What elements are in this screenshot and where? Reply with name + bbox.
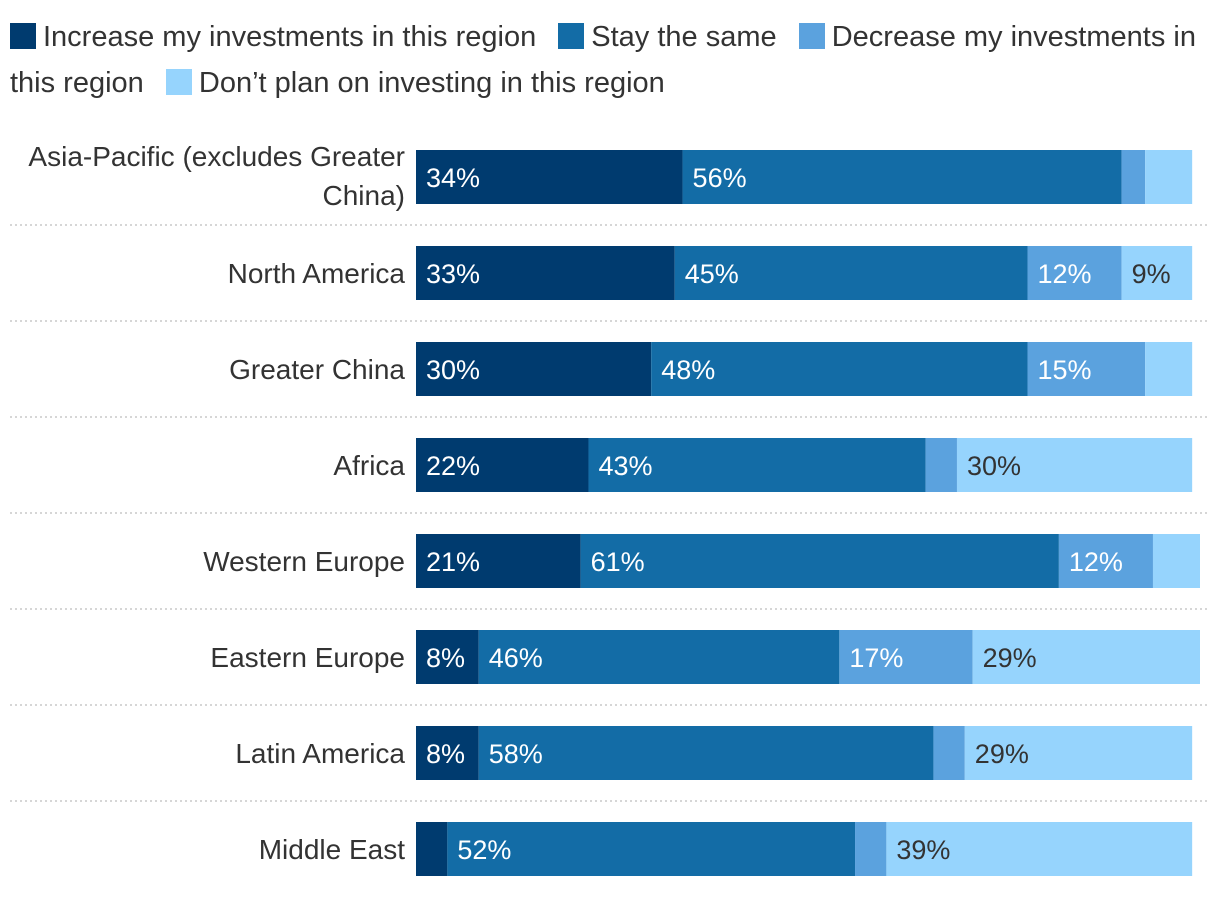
data-label: 29% bbox=[975, 739, 1029, 769]
bar-segment-decrease-my-investments-in-this-region[interactable] bbox=[1027, 342, 1146, 396]
bar-segment-increase-my-investments-in-this-region[interactable] bbox=[416, 342, 652, 396]
bar-segment-decrease-my-investments-in-this-region[interactable] bbox=[839, 630, 973, 684]
bar-segment-decrease-my-investments-in-this-region[interactable] bbox=[1121, 150, 1146, 204]
legend-item-increase[interactable]: Increase my investments in this region bbox=[10, 21, 536, 53]
data-label: 34% bbox=[426, 163, 480, 193]
bar-segment-increase-my-investments-in-this-region[interactable] bbox=[416, 246, 675, 300]
data-label: 12% bbox=[1038, 259, 1092, 289]
data-label: 8% bbox=[426, 643, 465, 673]
data-label: 61% bbox=[591, 547, 645, 577]
bar-segment-decrease-my-investments-in-this-region[interactable] bbox=[933, 726, 965, 780]
data-label: 8% bbox=[426, 739, 465, 769]
legend-label-stay-same: Stay the same bbox=[591, 21, 777, 53]
category-label: Asia-Pacific (excludes Greater China) bbox=[28, 141, 405, 211]
data-label: 9% bbox=[1132, 259, 1171, 289]
bar-segment-increase-my-investments-in-this-region[interactable] bbox=[416, 534, 581, 588]
bar-segment-stay-the-same[interactable] bbox=[588, 438, 926, 492]
data-label: 30% bbox=[426, 355, 480, 385]
data-label: 48% bbox=[661, 355, 715, 385]
bar-segment-stay-the-same[interactable] bbox=[447, 822, 856, 876]
bar-segment-don-t-plan-on-investing-in-this-region[interactable] bbox=[956, 438, 1193, 492]
data-label: 46% bbox=[489, 643, 543, 673]
data-label: 56% bbox=[693, 163, 747, 193]
legend-swatch-increase bbox=[10, 23, 36, 49]
bar-segment-stay-the-same[interactable] bbox=[580, 534, 1059, 588]
legend-swatch-decrease bbox=[798, 23, 825, 49]
data-label: 17% bbox=[849, 643, 903, 673]
bar-segment-decrease-my-investments-in-this-region[interactable] bbox=[925, 438, 957, 492]
bar-segment-don-t-plan-on-investing-in-this-region[interactable] bbox=[1121, 246, 1193, 300]
bar-segment-don-t-plan-on-investing-in-this-region[interactable] bbox=[1145, 342, 1193, 396]
category-label: Greater China bbox=[229, 354, 405, 385]
legend-item-decrease[interactable]: Decrease my investments in this region bbox=[10, 21, 1196, 99]
legend-label-increase: Increase my investments in this region bbox=[43, 21, 537, 53]
bar-segment-stay-the-same[interactable] bbox=[478, 726, 934, 780]
bar-segment-increase-my-investments-in-this-region[interactable] bbox=[416, 822, 448, 876]
data-label: 39% bbox=[896, 835, 950, 865]
legend-swatch-stay-same bbox=[558, 23, 585, 49]
data-label: 45% bbox=[685, 259, 739, 289]
category-label: North America bbox=[228, 258, 406, 289]
data-label: 29% bbox=[983, 643, 1037, 673]
bar-segment-don-t-plan-on-investing-in-this-region[interactable] bbox=[972, 630, 1200, 684]
bar-segment-decrease-my-investments-in-this-region[interactable] bbox=[1058, 534, 1153, 588]
bar-segment-increase-my-investments-in-this-region[interactable] bbox=[416, 438, 589, 492]
legend-label-decrease: Decrease my investments in this region bbox=[10, 21, 1196, 99]
category-label: Africa bbox=[333, 450, 405, 481]
bar-segment-stay-the-same[interactable] bbox=[682, 150, 1122, 204]
data-label: 22% bbox=[426, 451, 480, 481]
legend-swatch-no-plan bbox=[165, 69, 192, 95]
data-label: 33% bbox=[426, 259, 480, 289]
legend-item-no-plan[interactable]: Don’t plan on investing in this region bbox=[165, 67, 665, 99]
data-label: 43% bbox=[598, 451, 652, 481]
bar-segment-increase-my-investments-in-this-region[interactable] bbox=[416, 726, 479, 780]
bar-segment-don-t-plan-on-investing-in-this-region[interactable] bbox=[964, 726, 1193, 780]
bar-segment-decrease-my-investments-in-this-region[interactable] bbox=[1027, 246, 1122, 300]
data-label: 15% bbox=[1038, 355, 1092, 385]
bar-segment-decrease-my-investments-in-this-region[interactable] bbox=[855, 822, 887, 876]
category-label: Western Europe bbox=[203, 546, 405, 577]
legend-label-no-plan: Don’t plan on investing in this region bbox=[198, 67, 665, 99]
data-label: 52% bbox=[457, 835, 511, 865]
bar-segment-don-t-plan-on-investing-in-this-region[interactable] bbox=[1152, 534, 1200, 588]
bar-segment-stay-the-same[interactable] bbox=[651, 342, 1028, 396]
bar-segment-don-t-plan-on-investing-in-this-region[interactable] bbox=[1145, 150, 1193, 204]
legend: Increase my investments in this region S… bbox=[10, 14, 1210, 106]
bar-segment-increase-my-investments-in-this-region[interactable] bbox=[416, 150, 683, 204]
bar-segment-don-t-plan-on-investing-in-this-region[interactable] bbox=[886, 822, 1193, 876]
category-label: Eastern Europe bbox=[210, 642, 405, 673]
data-label: 30% bbox=[967, 451, 1021, 481]
data-label: 21% bbox=[426, 547, 480, 577]
category-label: Latin America bbox=[235, 738, 405, 769]
legend-item-stay-same[interactable]: Stay the same bbox=[558, 21, 777, 53]
bar-segment-stay-the-same[interactable] bbox=[674, 246, 1028, 300]
data-label: 12% bbox=[1069, 547, 1123, 577]
bar-segment-increase-my-investments-in-this-region[interactable] bbox=[416, 630, 479, 684]
bar-segment-stay-the-same[interactable] bbox=[478, 630, 840, 684]
data-label: 58% bbox=[489, 739, 543, 769]
category-label: Middle East bbox=[259, 834, 406, 865]
